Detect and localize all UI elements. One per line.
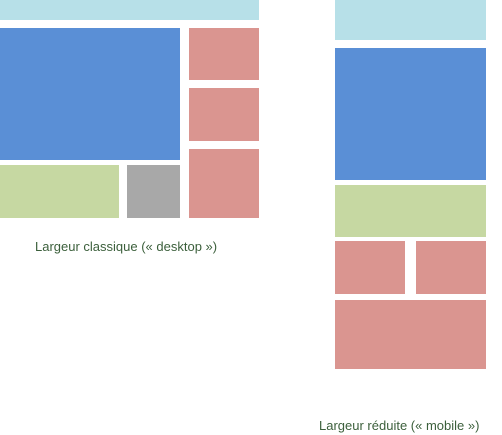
- desktop-footer-gray-block: [127, 165, 180, 218]
- mobile-red-block-left: [335, 241, 405, 294]
- desktop-main-block: [0, 28, 180, 160]
- mobile-red-block-right: [416, 241, 486, 294]
- desktop-sidebar-block-2: [189, 88, 259, 141]
- desktop-header-block: [0, 0, 259, 20]
- mobile-green-block: [335, 185, 486, 237]
- mobile-header-block: [335, 0, 486, 40]
- desktop-caption: Largeur classique (« desktop »): [35, 239, 218, 254]
- desktop-sidebar-block-3: [189, 149, 259, 218]
- desktop-footer-green-block: [0, 165, 119, 218]
- mobile-main-block: [335, 48, 486, 180]
- mobile-caption: Largeur réduite (« mobile »): [319, 418, 480, 433]
- desktop-sidebar-block-1: [189, 28, 259, 80]
- mobile-red-block-wide: [335, 300, 486, 369]
